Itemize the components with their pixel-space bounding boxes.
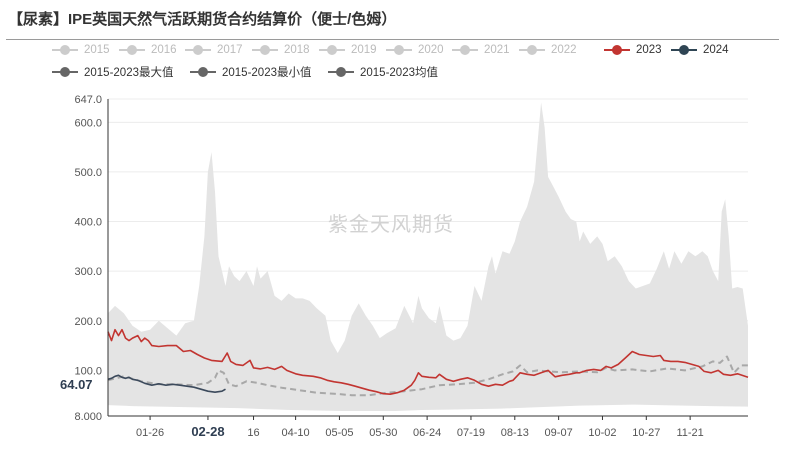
- x-tick-label: 16: [247, 427, 259, 439]
- max-min-range-area: [108, 102, 748, 411]
- range-band: [108, 102, 748, 411]
- legend-label: 2019: [351, 44, 377, 56]
- legend-marker-icon: [185, 45, 211, 55]
- y-tick-label: 100.0: [74, 365, 102, 377]
- legend-marker-icon: [519, 45, 545, 55]
- series-line-2023: [107, 328, 749, 395]
- x-tick-label: 02-28: [191, 424, 224, 439]
- axes: 8.000 100.0 200.0 300.0 400.0 500.0 600.0 647.0…: [74, 94, 748, 439]
- legend-item-2015-2023最大值[interactable]: 2015-2023最大值: [52, 64, 174, 80]
- y-tick-label: 500.0: [74, 167, 102, 179]
- legend-label: 2018: [284, 44, 310, 56]
- legend-item-2015-2023最小值[interactable]: 2015-2023最小值: [190, 64, 312, 80]
- x-tick-label: 08-13: [501, 427, 529, 439]
- x-tick-label: 04-10: [282, 427, 310, 439]
- y-tick-label: 200.0: [74, 316, 102, 328]
- x-tick-label: 07-19: [457, 427, 485, 439]
- legend-label: 2020: [418, 44, 444, 56]
- legend-label: 2016: [151, 44, 177, 56]
- legend-marker-icon: [52, 67, 78, 77]
- title-divider: [6, 39, 779, 40]
- legend-item-2015[interactable]: 2015: [52, 43, 110, 57]
- x-tick-label: 10-02: [588, 427, 616, 439]
- x-tick-label: 01-26: [136, 427, 164, 439]
- legend-label: 2023: [636, 44, 662, 56]
- x-tick-label: 05-05: [325, 427, 353, 439]
- x-tick-label: 11-21: [676, 427, 703, 439]
- current-value-label: 64.07: [60, 376, 104, 394]
- legend-marker-icon: [386, 45, 412, 55]
- legend-item-2016[interactable]: 2016: [119, 43, 177, 57]
- legend-item-2023[interactable]: 2023: [604, 43, 662, 57]
- legend-marker-icon: [119, 45, 145, 55]
- y-tick-label: 400.0: [74, 217, 102, 229]
- x-tick-label: 09-07: [545, 427, 573, 439]
- y-tick-label: 300.0: [74, 266, 102, 278]
- chart-legend: 2015 2016 2017 2018 2019 2020 2021 2022 2023 2024…: [0, 0, 789, 90]
- legend-label: 2022: [551, 44, 577, 56]
- legend-item-2017[interactable]: 2017: [185, 43, 243, 57]
- series-line-2015-2023均值: [107, 355, 748, 397]
- legend-item-2019[interactable]: 2019: [319, 43, 377, 57]
- legend-marker-icon: [319, 45, 345, 55]
- legend-label: 2021: [484, 44, 510, 56]
- x-tick-label: 10-27: [632, 427, 660, 439]
- legend-item-2018[interactable]: 2018: [252, 43, 310, 57]
- y-tick-label: 8.000: [74, 411, 102, 423]
- legend-label: 2017: [217, 44, 243, 56]
- legend-marker-icon: [452, 45, 478, 55]
- legend-marker-icon: [252, 45, 278, 55]
- y-tick-label: 647.0: [74, 94, 102, 106]
- x-tick-label: 05-30: [369, 427, 397, 439]
- legend-marker-icon: [190, 67, 216, 77]
- legend-item-2020[interactable]: 2020: [386, 43, 444, 57]
- legend-label: 2015-2023最小值: [222, 67, 312, 79]
- series-line-2024: [107, 374, 226, 393]
- chart-title: 【尿素】IPE英国天然气活跃期货合约结算价（便士/色姆）: [8, 11, 397, 28]
- legend-label: 2024: [703, 44, 729, 56]
- legend-item-2022[interactable]: 2022: [519, 43, 577, 57]
- legend-label: 2015-2023均值: [360, 67, 438, 79]
- legend-marker-icon: [604, 45, 630, 55]
- y-tick-label: 600.0: [74, 117, 102, 129]
- legend-label: 2015: [84, 44, 110, 56]
- legend-marker-icon: [671, 45, 697, 55]
- legend-item-2024[interactable]: 2024: [671, 43, 729, 57]
- series-lines: [107, 328, 749, 397]
- x-tick-label: 06-24: [413, 427, 441, 439]
- legend-item-2021[interactable]: 2021: [452, 43, 510, 57]
- legend-marker-icon: [328, 67, 354, 77]
- legend-item-2015-2023均值[interactable]: 2015-2023均值: [328, 64, 438, 80]
- legend-label: 2015-2023最大值: [84, 67, 174, 79]
- legend-marker-icon: [52, 45, 78, 55]
